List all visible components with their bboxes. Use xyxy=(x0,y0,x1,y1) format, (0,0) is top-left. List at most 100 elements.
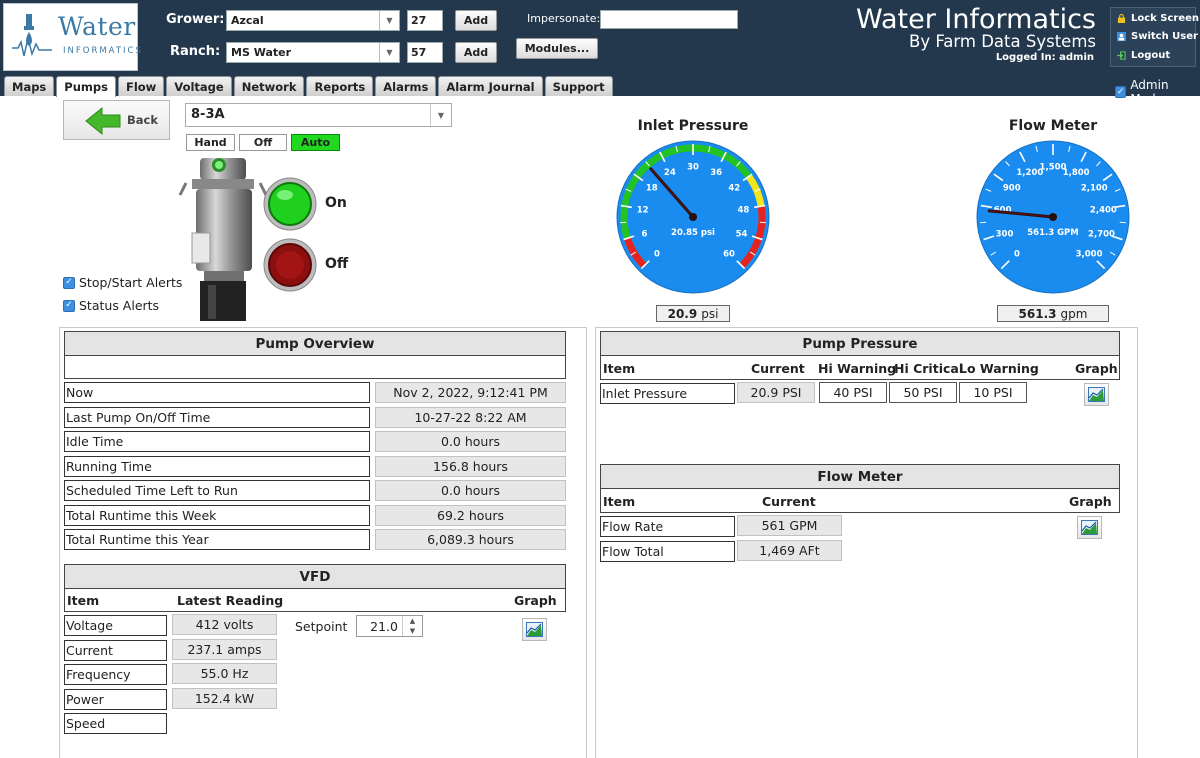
ranch-label: Ranch: xyxy=(170,44,221,59)
grower-select-value: Azcal xyxy=(231,14,264,27)
hand-mode-button[interactable]: Hand xyxy=(186,134,235,151)
pump-pressure-col-item: Item xyxy=(603,361,636,376)
inlet-pressure-label: Inlet Pressure xyxy=(600,383,735,404)
inlet-gauge-tick xyxy=(708,145,711,152)
flow-meter-graph-button[interactable] xyxy=(1077,516,1102,539)
ranch-number-input[interactable]: 57 xyxy=(407,42,443,63)
setpoint-stepper[interactable]: 21.0 ▲ ▼ xyxy=(356,615,423,637)
inlet-gauge-tick xyxy=(749,251,756,256)
inlet-pressure-title: Inlet Pressure xyxy=(637,118,749,134)
lock-screen-button[interactable]: Lock Screen xyxy=(1117,13,1199,24)
add-grower-button[interactable]: Add xyxy=(455,10,497,31)
flow-meter-row-value: 561 GPM xyxy=(737,515,842,536)
tab-maps[interactable]: Maps xyxy=(4,76,55,96)
right-panel xyxy=(595,327,1138,758)
overview-row-label: Running Time xyxy=(64,455,370,477)
flow-gauge-tick xyxy=(1114,188,1121,192)
grower-select[interactable]: Azcal ▼ xyxy=(226,10,400,31)
flow-meter-header-border-right xyxy=(1119,488,1120,513)
flow-gauge-center-text: 561.3 GPM xyxy=(1027,228,1079,238)
flow-gauge-tick-label: 1,200 xyxy=(1016,168,1043,178)
inlet-gauge-tick-label: 36 xyxy=(710,168,722,178)
auto-mode-button[interactable]: Auto xyxy=(291,134,340,151)
overview-row-label: Now xyxy=(64,382,370,403)
on-label: On xyxy=(325,195,347,211)
inlet-gauge-tick xyxy=(645,161,650,167)
inlet-gauge-tick xyxy=(720,151,727,163)
ranch-select[interactable]: MS Water ▼ xyxy=(226,42,400,63)
checkbox-checked-icon: ✓ xyxy=(63,276,75,289)
inlet-gauge-tick-label: 42 xyxy=(728,184,740,194)
add-ranch-button[interactable]: Add xyxy=(455,42,497,63)
vfd-col-latest-reading: Latest Reading xyxy=(177,593,284,608)
inlet-gauge-tick-label: 54 xyxy=(736,229,748,239)
tab-reports[interactable]: Reports xyxy=(306,76,374,96)
checkbox-checked-icon: ✓ xyxy=(1115,86,1127,98)
inlet-pressure-lo-warning[interactable]: 10 PSI xyxy=(959,382,1027,403)
vfd-col-item: Item xyxy=(67,593,100,608)
overview-row-value: 69.2 hours xyxy=(375,504,566,526)
chevron-down-icon[interactable]: ▼ xyxy=(409,627,416,635)
switch-user-button[interactable]: Switch User xyxy=(1117,31,1198,42)
flow-gauge-tick-label: 1,800 xyxy=(1063,168,1090,178)
tab-flow[interactable]: Flow xyxy=(117,76,165,96)
inlet-gauge-tick xyxy=(630,251,637,256)
inlet-pressure-current: 20.9 PSI xyxy=(737,382,815,403)
pump-select[interactable]: 8-3A ▼ xyxy=(185,103,452,127)
pump-pressure-graph-button[interactable] xyxy=(1084,383,1109,406)
modules-button[interactable]: Modules... xyxy=(516,38,598,59)
setpoint-value: 21.0 xyxy=(370,619,398,634)
flow-gauge-tick-label: 600 xyxy=(994,206,1012,216)
pump-pressure-header-border-bottom xyxy=(600,379,1120,380)
inlet-gauge-tick xyxy=(620,204,632,209)
logout-button[interactable]: Logout xyxy=(1117,50,1170,61)
tab-alarms[interactable]: Alarms xyxy=(375,76,437,96)
overview-row-label: Scheduled Time Left to Run xyxy=(64,480,370,501)
pump-pressure-col-lo-warning: Lo Warning xyxy=(959,361,1039,376)
inlet-gauge-tick xyxy=(736,161,741,167)
pump-pressure-header-border-left xyxy=(600,355,601,380)
overview-row-label: Idle Time xyxy=(64,431,370,452)
flow-gauge-tick xyxy=(1035,145,1038,152)
admin-mode-toggle[interactable]: ✓ Admin Mode xyxy=(1115,78,1200,106)
off-indicator-light xyxy=(263,238,317,292)
switch-user-icon xyxy=(1117,32,1126,41)
pump-pressure-col-hi-warning: Hi Warning xyxy=(818,361,897,376)
tab-network[interactable]: Network xyxy=(233,76,305,96)
flow-gauge-tick xyxy=(1114,204,1126,209)
on-indicator-light xyxy=(263,177,317,231)
vfd-header-border-right xyxy=(565,588,566,612)
status-alerts-checkbox[interactable]: ✓ Status Alerts xyxy=(63,298,159,313)
flow-gauge-tick xyxy=(1096,260,1106,270)
stop-start-alerts-checkbox[interactable]: ✓ Stop/Start Alerts xyxy=(63,275,182,290)
pump-pressure-col-hi-critical: Hi Critical xyxy=(894,361,964,376)
flow-gauge-tick xyxy=(983,235,995,241)
grower-number-input[interactable]: 27 xyxy=(407,10,443,31)
overview-row-label: Total Runtime this Week xyxy=(64,504,370,526)
flow-gauge-tick xyxy=(1096,161,1101,167)
tab-voltage[interactable]: Voltage xyxy=(166,76,232,96)
inlet-gauge-tick-label: 60 xyxy=(723,250,735,260)
inlet-pressure-hi-warning[interactable]: 40 PSI xyxy=(819,382,887,403)
back-button[interactable]: Back xyxy=(63,100,170,140)
stop-start-alerts-label: Stop/Start Alerts xyxy=(79,275,183,290)
off-mode-button[interactable]: Off xyxy=(239,134,287,151)
inlet-pressure-hi-critical[interactable]: 50 PSI xyxy=(889,382,957,403)
chevron-down-icon: ▼ xyxy=(379,43,399,62)
vfd-graph-button[interactable] xyxy=(522,618,547,641)
impersonate-input[interactable] xyxy=(600,10,738,29)
chevron-down-icon: ▼ xyxy=(430,104,451,126)
tab-pumps[interactable]: Pumps xyxy=(56,76,116,97)
inlet-gauge-needle-hub xyxy=(689,213,697,221)
flow-meter-row-value: 1,469 AFt xyxy=(737,539,842,561)
inlet-pressure-reading: 20.9 xyxy=(667,306,698,321)
inlet-gauge-tick xyxy=(640,260,650,270)
vfd-header-border-left xyxy=(64,588,65,612)
flow-gauge-tick xyxy=(990,251,997,256)
flow-gauge-tick xyxy=(1102,173,1113,182)
setpoint-spinner[interactable]: ▲ ▼ xyxy=(402,616,422,636)
pump-overview-blank-row xyxy=(64,355,566,379)
chevron-up-icon[interactable]: ▲ xyxy=(409,617,416,625)
tab-alarm-journal[interactable]: Alarm Journal xyxy=(438,76,543,96)
tab-support[interactable]: Support xyxy=(544,76,613,96)
